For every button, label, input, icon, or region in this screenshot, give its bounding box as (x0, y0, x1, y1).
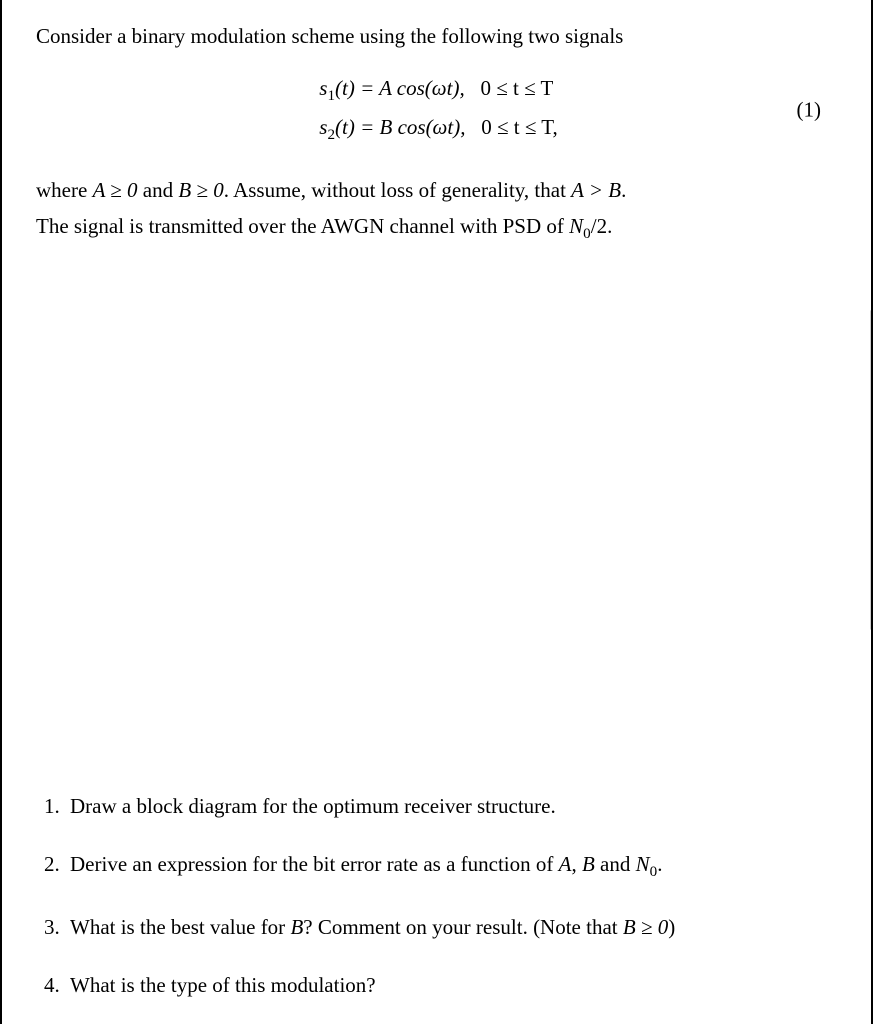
q2-a: A (559, 852, 572, 876)
document-page: Consider a binary modulation scheme usin… (0, 0, 873, 1024)
q3-number: 3. (44, 911, 70, 944)
p2-end: . (621, 178, 626, 202)
q3-b: B (290, 915, 303, 939)
q4-number: 4. (44, 969, 70, 1002)
question-1: 1.Draw a block diagram for the optimum r… (44, 790, 841, 823)
question-3: 3.What is the best value for B? Comment … (44, 911, 841, 944)
p2-mid2: . Assume, without loss of generality, th… (224, 178, 571, 202)
q2-before: Derive an expression for the bit error r… (70, 852, 559, 876)
eq2-sub: 2 (327, 128, 335, 144)
q2-after: . (657, 852, 662, 876)
q3-mid: ? Comment on your result. (Note that (303, 915, 623, 939)
eq1-arg: (t) = A cos(ωt), (335, 76, 465, 100)
p2-b: B ≥ 0 (178, 178, 223, 202)
vertical-spacer (36, 248, 841, 790)
p2-a: A ≥ 0 (93, 178, 138, 202)
question-2: 2.Derive an expression for the bit error… (44, 848, 841, 885)
p2-ab: A > B (571, 178, 621, 202)
intro-paragraph: Consider a binary modulation scheme usin… (36, 22, 841, 51)
equation-line-2: s2(t) = B cos(ωt), 0 ≤ t ≤ T, (319, 115, 558, 144)
q2-b: B (582, 852, 595, 876)
p2-mid1: and (138, 178, 179, 202)
question-list: 1.Draw a block diagram for the optimum r… (44, 790, 841, 1002)
q2-number: 2. (44, 848, 70, 881)
equation-line-1: s1(t) = A cos(ωt), 0 ≤ t ≤ T (319, 76, 553, 105)
p3-after: /2. (591, 214, 613, 238)
q1-number: 1. (44, 790, 70, 823)
eq2-arg: (t) = B cos(ωt), (335, 115, 465, 139)
paragraph-assumptions: where A ≥ 0 and B ≥ 0. Assume, without l… (36, 173, 841, 248)
equation-block: s1(t) = A cos(ωt), 0 ≤ t ≤ T s2(t) = B c… (36, 69, 841, 151)
q3-bcond: B ≥ 0 (623, 915, 668, 939)
equation-number: (1) (797, 98, 822, 123)
q1-text: Draw a block diagram for the optimum rec… (70, 794, 556, 818)
equation-lines: s1(t) = A cos(ωt), 0 ≤ t ≤ T s2(t) = B c… (319, 76, 558, 144)
p2-before: where (36, 178, 93, 202)
p3-before: The signal is transmitted over the AWGN … (36, 214, 569, 238)
eq1-sub: 1 (327, 88, 335, 104)
eq1-cond: 0 ≤ t ≤ T (480, 76, 553, 100)
q2-mid2: and (595, 852, 636, 876)
q2-n0: N (636, 852, 650, 876)
q4-text: What is the type of this modulation? (70, 973, 376, 997)
eq2-cond: 0 ≤ t ≤ T, (481, 115, 558, 139)
q3-after: ) (668, 915, 675, 939)
p3-n0: N (569, 214, 583, 238)
question-4: 4.What is the type of this modulation? (44, 969, 841, 1002)
q3-before: What is the best value for (70, 915, 290, 939)
p3-n0-sub: 0 (583, 226, 591, 242)
q2-mid1: , (571, 852, 582, 876)
